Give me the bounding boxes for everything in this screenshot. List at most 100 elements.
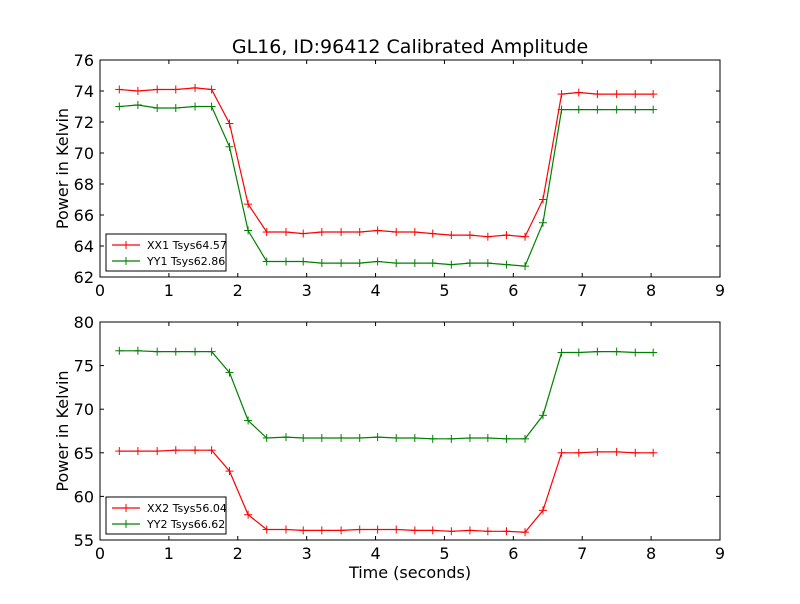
x-tick-label: 0 <box>95 281 105 300</box>
data-point <box>115 102 124 111</box>
y-tick-label: 76 <box>74 51 94 70</box>
data-point <box>225 467 234 476</box>
data-point <box>207 85 216 94</box>
data-point <box>538 506 547 515</box>
data-point <box>483 232 492 241</box>
data-point <box>574 88 583 97</box>
data-point <box>502 434 511 443</box>
y-tick-label: 70 <box>74 144 94 163</box>
data-point <box>191 347 200 356</box>
x-tick-label: 0 <box>95 544 105 563</box>
data-point <box>612 447 621 456</box>
x-tick-label: 7 <box>577 281 587 300</box>
legend-label: YY2 Tsys66.62 <box>146 518 225 531</box>
data-point <box>649 90 658 99</box>
data-point <box>612 105 621 114</box>
x-axis-label: Time (seconds) <box>348 563 471 582</box>
data-point <box>593 447 602 456</box>
data-point <box>521 528 530 537</box>
data-point <box>317 433 326 442</box>
y-tick-label: 62 <box>74 268 94 287</box>
data-point <box>410 259 419 268</box>
data-point <box>153 104 162 113</box>
data-point <box>299 433 308 442</box>
data-point <box>538 195 547 204</box>
data-point <box>171 85 180 94</box>
x-tick-label: 8 <box>646 281 656 300</box>
data-point <box>337 526 346 535</box>
data-point <box>244 510 253 519</box>
data-point <box>133 100 142 109</box>
data-point <box>612 90 621 99</box>
data-point <box>171 347 180 356</box>
data-point <box>631 348 640 357</box>
legend-label: YY1 Tsys62.86 <box>146 255 225 268</box>
data-point <box>649 348 658 357</box>
data-point <box>153 347 162 356</box>
data-point <box>392 525 401 534</box>
data-point <box>373 433 382 442</box>
data-point <box>538 218 547 227</box>
data-point <box>115 447 124 456</box>
x-tick-label: 9 <box>715 544 725 563</box>
data-point <box>244 226 253 235</box>
data-point <box>483 433 492 442</box>
data-point <box>574 448 583 457</box>
data-point <box>521 262 530 271</box>
data-point <box>207 102 216 111</box>
chart-title: GL16, ID:96412 Calibrated Amplitude <box>232 36 588 58</box>
data-point <box>337 259 346 268</box>
data-point <box>317 228 326 237</box>
data-point <box>133 87 142 95</box>
data-point <box>392 433 401 442</box>
legend-label: XX1 Tsys64.57 <box>147 239 227 252</box>
data-point <box>282 257 290 266</box>
data-point <box>502 231 511 240</box>
data-point <box>299 526 308 535</box>
data-point <box>428 259 437 268</box>
data-point <box>225 119 234 128</box>
x-tick-label: 2 <box>233 281 243 300</box>
data-point <box>373 226 382 235</box>
x-tick-label: 1 <box>164 544 174 563</box>
data-point <box>262 433 271 442</box>
y-tick-label: 75 <box>74 357 94 376</box>
data-point <box>282 525 290 534</box>
data-point <box>447 231 456 240</box>
data-point <box>191 83 200 92</box>
x-tick-label: 4 <box>370 544 380 563</box>
data-point <box>465 231 474 240</box>
x-tick-label: 9 <box>715 281 725 300</box>
data-point <box>153 85 162 94</box>
data-point <box>355 259 364 268</box>
y-tick-label: 80 <box>74 313 94 332</box>
data-point <box>649 105 658 114</box>
data-point <box>631 105 640 114</box>
data-point <box>410 228 419 237</box>
data-point <box>465 259 474 268</box>
x-tick-label: 6 <box>508 281 518 300</box>
data-point <box>225 368 234 377</box>
data-point <box>410 433 419 442</box>
data-point <box>244 416 253 425</box>
data-point <box>483 527 492 536</box>
data-point <box>428 526 437 535</box>
data-point <box>262 228 271 237</box>
y-axis-label: Power in Kelvin <box>53 370 72 491</box>
data-point <box>225 142 234 151</box>
legend: XX2 Tsys56.04 YY2 Tsys66.62 <box>105 496 227 535</box>
data-point <box>317 259 326 268</box>
x-tick-label: 5 <box>439 544 449 563</box>
y-tick-label: 68 <box>74 175 94 194</box>
data-point <box>262 257 271 266</box>
data-point <box>428 434 437 443</box>
data-point <box>521 232 530 241</box>
y-tick-label: 60 <box>74 487 94 506</box>
data-point <box>521 434 530 443</box>
legend-label: XX2 Tsys56.04 <box>147 502 227 515</box>
y-tick-label: 66 <box>74 206 94 225</box>
y-tick-label: 70 <box>74 400 94 419</box>
x-tick-label: 1 <box>164 281 174 300</box>
data-point <box>502 527 511 536</box>
